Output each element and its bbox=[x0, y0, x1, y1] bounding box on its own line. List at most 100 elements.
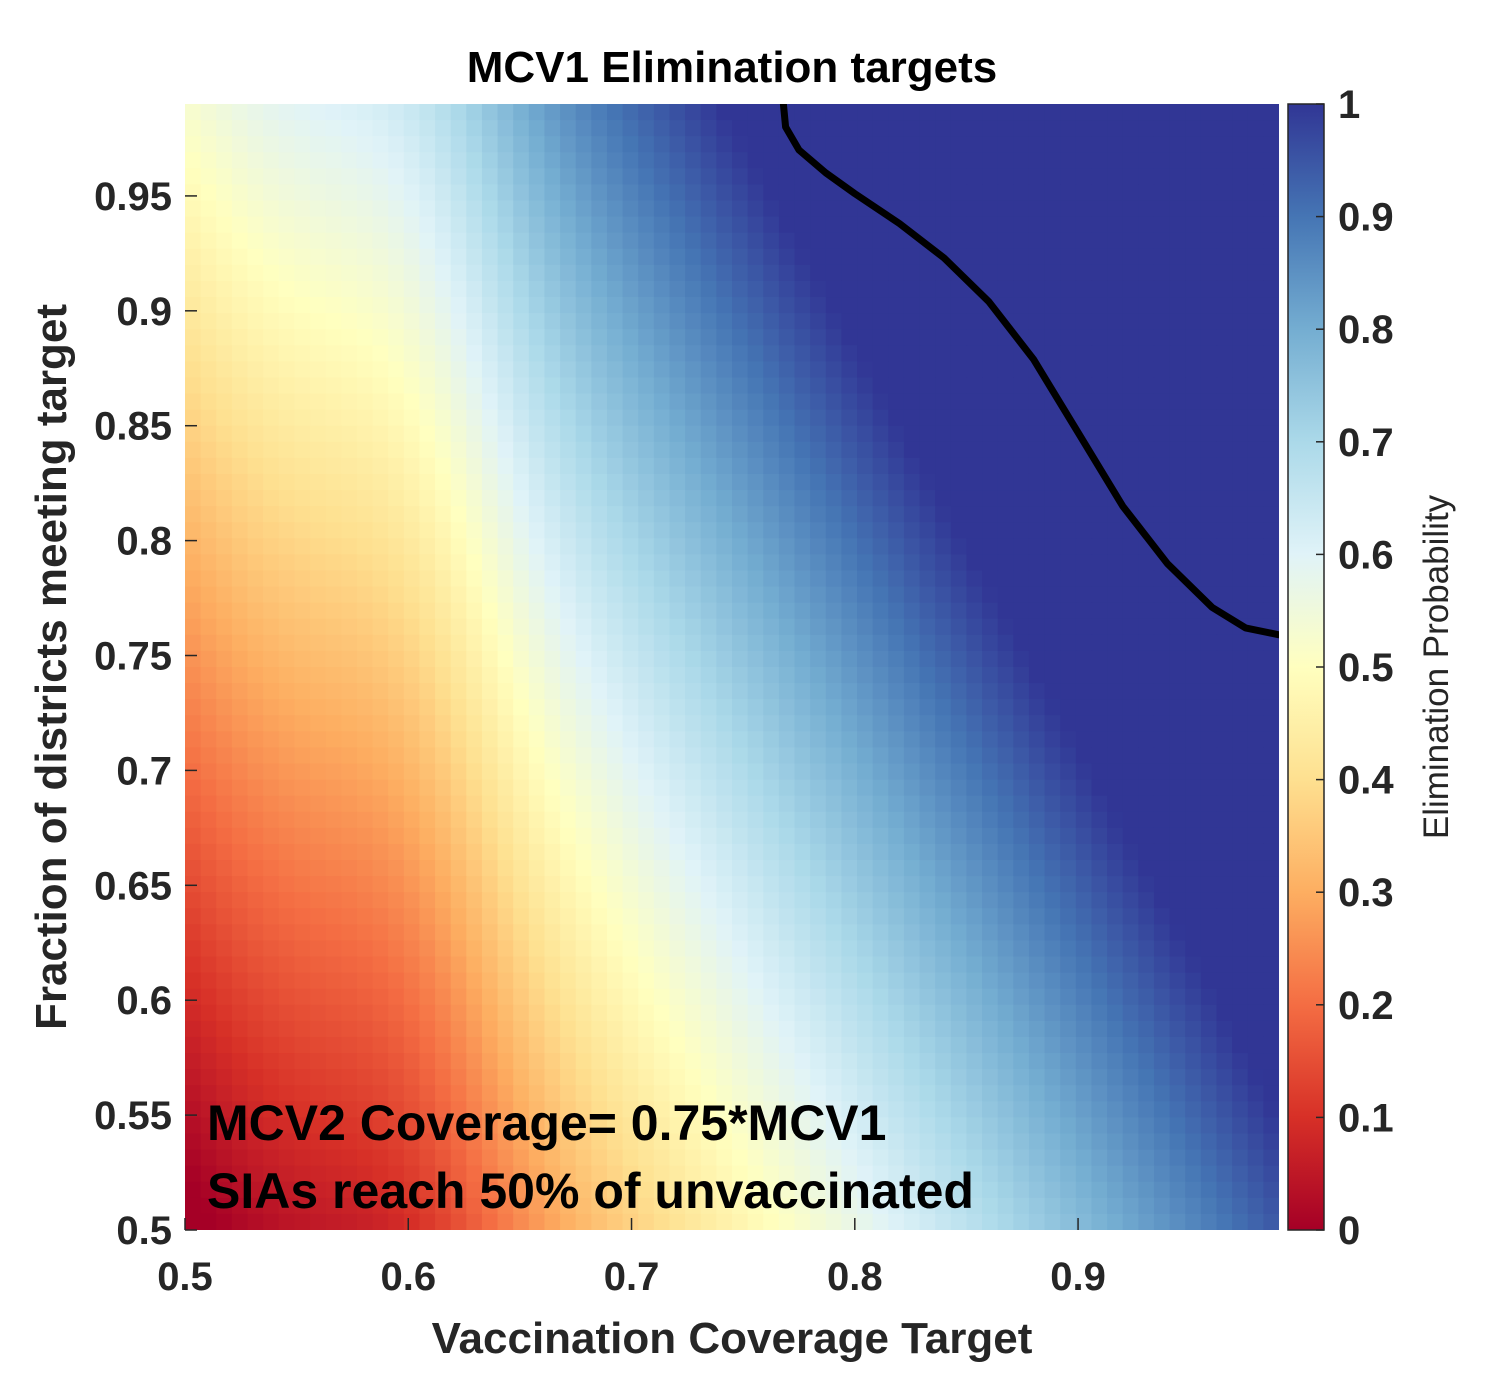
heatmap-cell bbox=[982, 104, 999, 121]
heatmap-cell bbox=[778, 457, 796, 475]
heatmap-cell bbox=[872, 956, 889, 974]
heatmap-cell bbox=[778, 216, 796, 234]
heatmap-cell bbox=[435, 200, 452, 218]
heatmap-cell bbox=[1232, 876, 1249, 893]
heatmap-cell bbox=[419, 216, 436, 234]
heatmap-cell bbox=[247, 956, 264, 974]
heatmap-cell bbox=[200, 956, 217, 974]
heatmap-cell bbox=[857, 329, 874, 346]
heatmap-cell bbox=[919, 795, 936, 813]
heatmap-cell bbox=[747, 1069, 764, 1086]
heatmap-cell bbox=[325, 329, 342, 346]
heatmap-cell bbox=[419, 1053, 436, 1070]
heatmap-cell bbox=[700, 136, 717, 153]
heatmap-cell bbox=[481, 618, 499, 636]
heatmap-cell bbox=[1075, 522, 1093, 539]
heatmap-cell bbox=[935, 876, 952, 893]
heatmap-cell bbox=[1247, 1197, 1264, 1215]
heatmap-cell bbox=[1060, 1117, 1077, 1135]
heatmap-cell bbox=[685, 940, 702, 958]
heatmap-cell bbox=[950, 715, 968, 732]
heatmap-cell bbox=[935, 1069, 952, 1086]
heatmap-cell bbox=[700, 425, 717, 443]
heatmap-cell bbox=[669, 152, 686, 169]
heatmap-cell bbox=[1091, 120, 1108, 137]
heatmap-cell bbox=[903, 570, 921, 588]
heatmap-cell bbox=[247, 683, 264, 700]
heatmap-cell bbox=[700, 297, 717, 314]
heatmap-cell bbox=[950, 972, 968, 990]
heatmap-cell bbox=[356, 104, 374, 121]
heatmap-cell bbox=[825, 104, 842, 121]
heatmap-cell bbox=[763, 634, 780, 652]
heatmap-cell bbox=[685, 795, 702, 813]
heatmap-cell bbox=[638, 200, 655, 218]
heatmap-cell bbox=[497, 972, 514, 990]
heatmap-cell bbox=[825, 1036, 842, 1054]
heatmap-cell bbox=[919, 297, 936, 314]
heatmap-cell bbox=[606, 683, 624, 700]
heatmap-cell bbox=[1263, 297, 1279, 314]
heatmap-cell bbox=[435, 393, 452, 411]
heatmap-cell bbox=[403, 618, 421, 636]
heatmap-cell bbox=[231, 1085, 249, 1102]
heatmap-cell bbox=[1263, 1036, 1279, 1054]
heatmap-cell bbox=[747, 667, 764, 684]
heatmap-cell bbox=[778, 811, 796, 829]
heatmap-cell bbox=[528, 811, 546, 829]
heatmap-cell bbox=[1232, 554, 1249, 572]
heatmap-cell bbox=[1247, 136, 1264, 153]
heatmap-cell bbox=[1075, 1165, 1093, 1183]
heatmap-cell bbox=[903, 409, 921, 427]
heatmap-cell bbox=[1044, 618, 1061, 636]
heatmap-cell bbox=[513, 988, 530, 1006]
heatmap-cell bbox=[888, 232, 905, 250]
heatmap-cell bbox=[1122, 393, 1139, 411]
heatmap-cell bbox=[1060, 329, 1077, 346]
heatmap-cell bbox=[997, 1101, 1014, 1118]
heatmap-cell bbox=[810, 345, 827, 362]
heatmap-cell bbox=[841, 1197, 858, 1215]
heatmap-cell bbox=[1138, 602, 1155, 620]
heatmap-cell bbox=[872, 683, 889, 700]
heatmap-cell bbox=[216, 248, 233, 266]
heatmap-cell bbox=[231, 827, 249, 845]
heatmap-cell bbox=[497, 747, 514, 765]
y-tick-label: 0.7 bbox=[116, 749, 172, 793]
heatmap-cell bbox=[982, 924, 999, 942]
heatmap-cell bbox=[1028, 1069, 1046, 1086]
heatmap-cell bbox=[560, 667, 577, 684]
heatmap-cell bbox=[450, 924, 467, 942]
heatmap-cell bbox=[591, 441, 608, 459]
heatmap-cell bbox=[716, 441, 733, 459]
heatmap-cell bbox=[294, 120, 311, 137]
heatmap-cell bbox=[560, 972, 577, 990]
heatmap-cell bbox=[356, 763, 374, 781]
heatmap-cell bbox=[888, 908, 905, 925]
heatmap-cell bbox=[1263, 972, 1279, 990]
heatmap-cell bbox=[372, 329, 389, 346]
heatmap-cell bbox=[356, 329, 374, 346]
heatmap-cell bbox=[841, 152, 858, 169]
heatmap-cell bbox=[872, 892, 889, 909]
heatmap-cell bbox=[575, 1149, 592, 1167]
heatmap-cell bbox=[997, 827, 1014, 845]
heatmap-cell bbox=[528, 843, 546, 861]
heatmap-cell bbox=[294, 892, 311, 909]
heatmap-cell bbox=[575, 538, 592, 555]
heatmap-cell bbox=[966, 988, 983, 1006]
heatmap-cell bbox=[966, 1069, 983, 1086]
heatmap-cell bbox=[888, 506, 905, 523]
heatmap-cell bbox=[997, 1085, 1014, 1102]
heatmap-cell bbox=[356, 506, 374, 523]
heatmap-cell bbox=[1028, 506, 1046, 523]
heatmap-cell bbox=[872, 843, 889, 861]
heatmap-cell bbox=[1216, 876, 1233, 893]
heatmap-cell bbox=[497, 280, 514, 298]
heatmap-cell bbox=[653, 441, 671, 459]
heatmap-cell bbox=[716, 1165, 733, 1183]
heatmap-cell bbox=[653, 811, 671, 829]
heatmap-cell bbox=[1060, 345, 1077, 362]
heatmap-cell bbox=[669, 280, 686, 298]
heatmap-cell bbox=[528, 1020, 546, 1038]
